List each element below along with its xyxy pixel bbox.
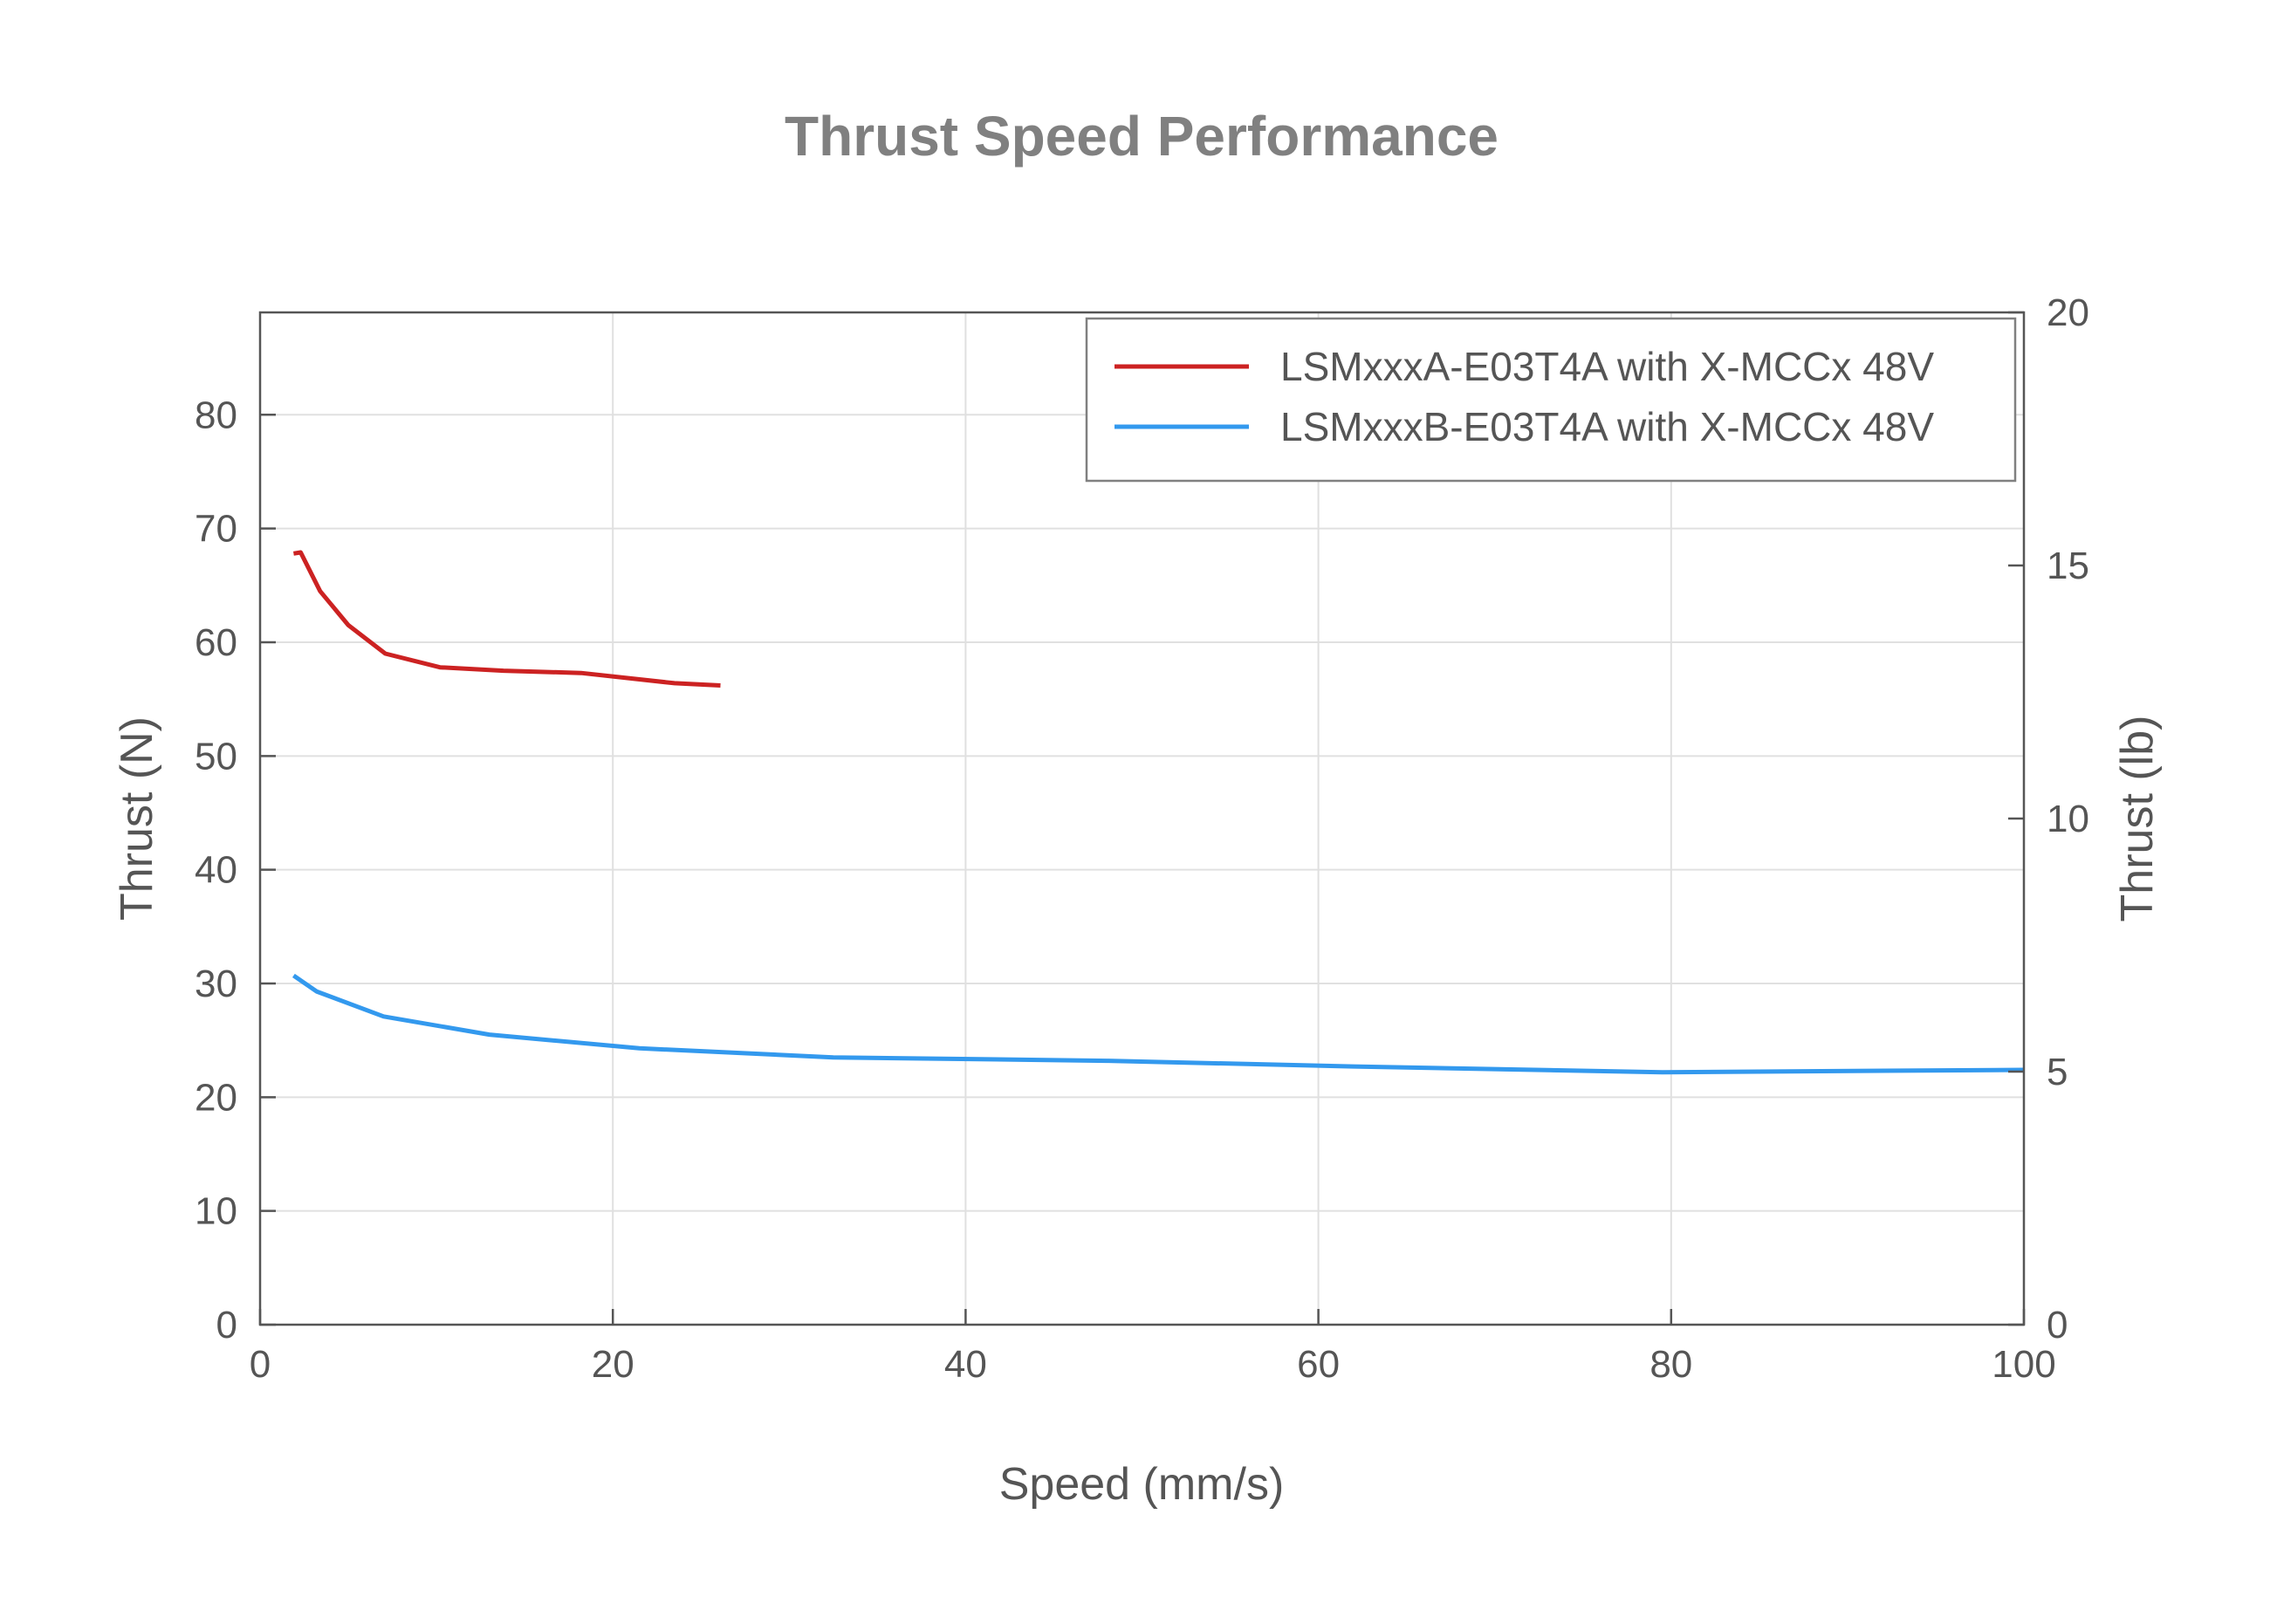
x-tick-label: 0 xyxy=(250,1343,271,1386)
y-tick-label: 60 xyxy=(195,621,237,664)
series-line-1 xyxy=(291,973,2025,1075)
legend-label-0: LSMxxxA-E03T4A with X-MCCx 48V xyxy=(1280,344,1934,389)
y-axis-label-right: Thrust (lb) xyxy=(2112,716,2163,922)
legend: LSMxxxA-E03T4A with X-MCCx 48V LSMxxxB-E… xyxy=(1085,317,2017,483)
x-tick-label: 20 xyxy=(592,1343,634,1386)
y-right-tick-label: 15 xyxy=(2047,545,2089,587)
y-tick-label: 40 xyxy=(195,849,237,892)
y-tick-label: 70 xyxy=(195,508,237,551)
x-tick-label: 40 xyxy=(944,1343,987,1386)
legend-box xyxy=(1085,317,2017,483)
x-tick-label: 100 xyxy=(1992,1343,2055,1386)
y-tick-label: 50 xyxy=(195,735,237,778)
y-right-tick-label: 5 xyxy=(2047,1051,2068,1093)
y-tick-label: 10 xyxy=(195,1190,237,1233)
x-axis-label: Speed (mm/s) xyxy=(999,1459,1285,1510)
y-tick-label: 80 xyxy=(195,394,237,436)
y-right-tick-label: 20 xyxy=(2047,291,2089,334)
y-right-tick-label: 0 xyxy=(2047,1304,2068,1346)
series-layer xyxy=(291,550,2025,1075)
x-tick-label: 60 xyxy=(1297,1343,1340,1386)
series-line-0 xyxy=(293,550,721,688)
y-right-tick-label: 10 xyxy=(2047,798,2089,840)
y-tick-label: 20 xyxy=(195,1076,237,1119)
legend-label-1: LSMxxxB-E03T4A with X-MCCx 48V xyxy=(1280,404,1934,449)
chart-title: Thrust Speed Performance xyxy=(785,105,1499,168)
x-tick-label: 80 xyxy=(1649,1343,1692,1386)
y-axis-label-left: Thrust (N) xyxy=(112,716,162,921)
y-tick-label: 0 xyxy=(216,1304,237,1346)
y-tick-label: 30 xyxy=(195,963,237,1005)
